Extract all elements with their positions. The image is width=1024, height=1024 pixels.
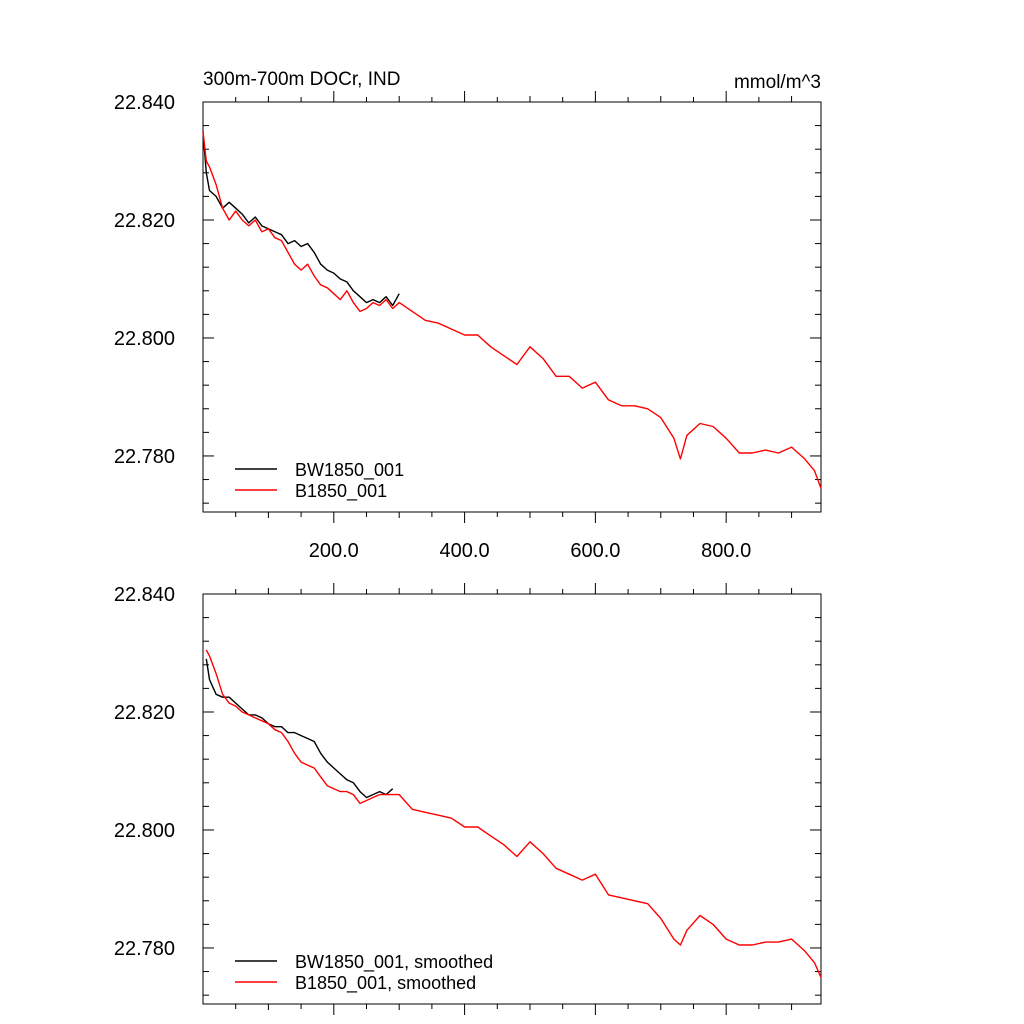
plot-frame [202, 593, 822, 1005]
series-line-1 [205, 658, 394, 799]
series-line-1 [202, 131, 400, 307]
y-tick-label: 22.800 [114, 328, 175, 350]
legend-label: B1850_001, smoothed [295, 973, 476, 994]
series-line-2 [205, 649, 822, 978]
x-tick-label: 600.0 [570, 540, 620, 562]
legend-label: B1850_001 [295, 481, 387, 502]
y-tick-label: 22.840 [114, 92, 175, 114]
series-line-2 [202, 131, 822, 489]
chart-title: 300m-700m DOCr, IND [203, 69, 400, 90]
y-tick-label: 22.840 [114, 584, 175, 606]
y-tick-label: 22.820 [114, 702, 175, 724]
x-tick-label: 400.0 [440, 540, 490, 562]
legend-label: BW1850_001 [295, 460, 404, 481]
y-tick-label: 22.800 [114, 820, 175, 842]
y-tick-label: 22.780 [114, 938, 175, 960]
y-tick-label: 22.820 [114, 210, 175, 232]
x-tick-label: 200.0 [309, 540, 359, 562]
chart-panel-2: 22.840 22.820 22.800 22.780 BW1850_001, smoo… [114, 583, 822, 1015]
units-label: mmol/m^3 [734, 72, 821, 93]
legend-label: BW1850_001, smoothed [295, 952, 493, 973]
plot-frame [202, 101, 822, 513]
chart-panel-1: 22.840 22.820 22.800 22.780 200.0 400.0 600.0 8… [114, 69, 822, 562]
y-tick-label: 22.780 [114, 446, 175, 468]
x-tick-label: 800.0 [701, 540, 751, 562]
